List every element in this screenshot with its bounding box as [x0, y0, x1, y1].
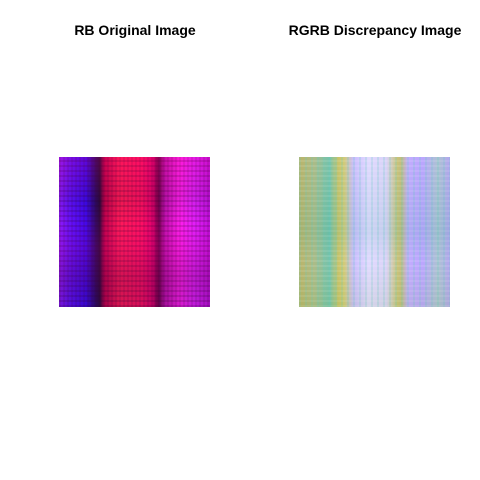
- rgrb-discrepancy-image-title: RGRB Discrepancy Image: [288, 22, 462, 38]
- rgrb-discrepancy-image-shading: [299, 157, 450, 307]
- rb-original-image-title: RB Original Image: [74, 22, 196, 38]
- rb-original-image-shading: [59, 157, 210, 307]
- rgrb-discrepancy-image: [299, 157, 450, 307]
- rb-original-image: [59, 157, 210, 307]
